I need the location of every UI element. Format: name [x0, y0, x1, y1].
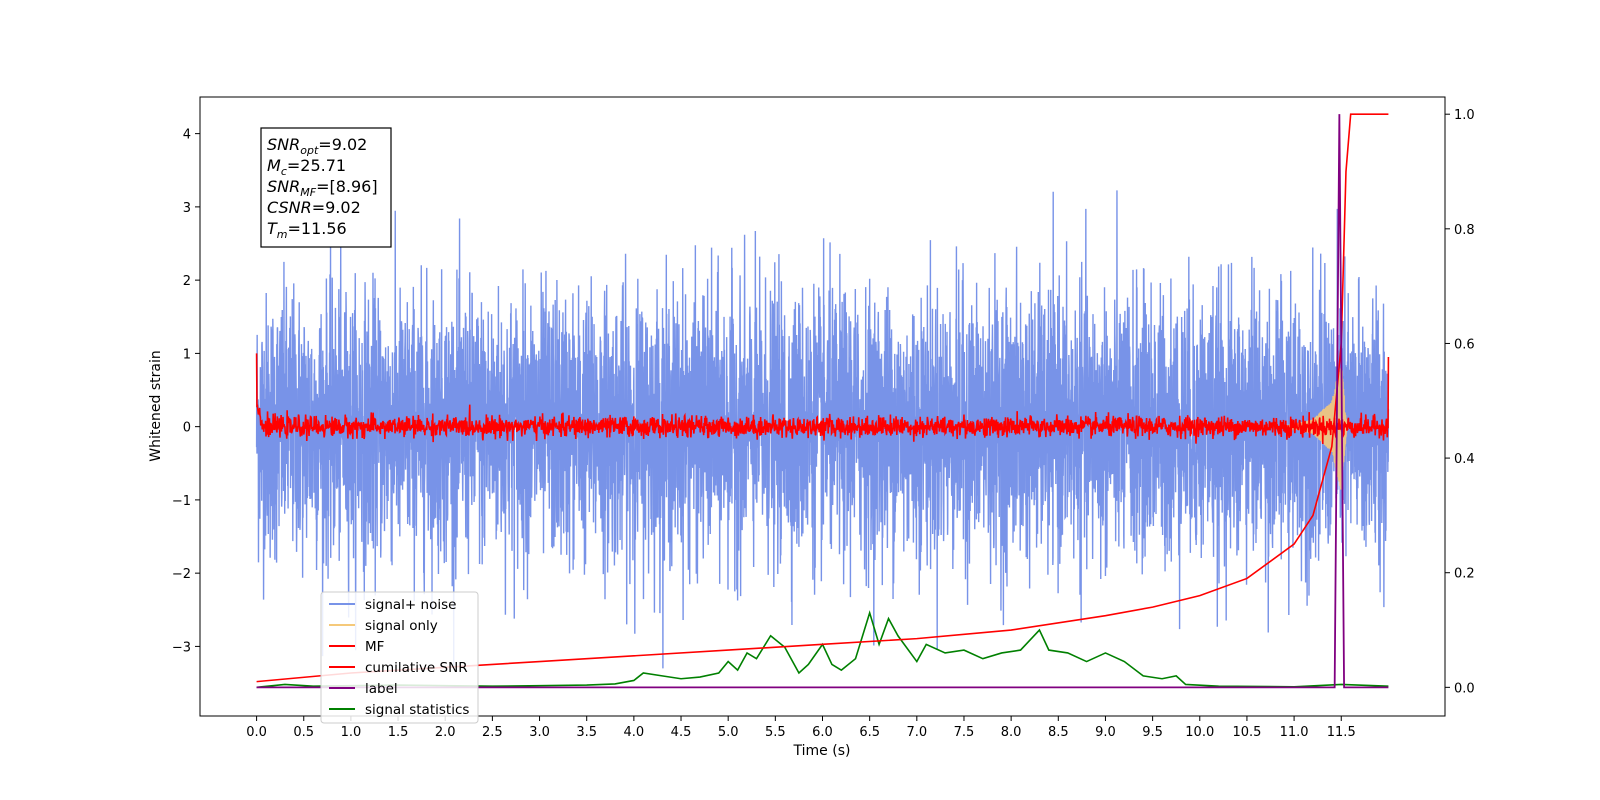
y2-tick-label: 0.0: [1454, 681, 1475, 696]
x-tick-label: 7.5: [954, 725, 975, 740]
y2-tick-label: 0.6: [1454, 337, 1475, 352]
legend: signal+ noise signal only MF cumilative SNR…: [320, 591, 479, 724]
x-tick-label: 3.5: [576, 725, 597, 740]
series-signal-noise-line: [255, 190, 1390, 669]
y-tick-label: −1: [172, 494, 191, 509]
y-tick-label: −2: [172, 567, 191, 582]
x-tick-label: 9.5: [1142, 725, 1163, 740]
series-signal-statistics-line: [256, 610, 1389, 689]
series-label-line: [256, 114, 1389, 689]
y-tick-label: 4: [183, 128, 191, 143]
series-mf-line: [255, 353, 1390, 445]
x-tick-label: 6.0: [812, 725, 833, 740]
legend-label: signal statistics: [365, 702, 469, 718]
x-tick-label: 5.0: [718, 725, 739, 740]
series-cumulative-snr-line: [256, 113, 1389, 683]
x-tick-label: 9.0: [1095, 725, 1116, 740]
x-tick-label: 10.0: [1185, 725, 1214, 740]
y2-tick-label: 0.8: [1454, 223, 1475, 238]
x-axis-label: Time (s): [793, 743, 851, 759]
x-tick-label: 11.5: [1327, 725, 1356, 740]
legend-box: [320, 591, 479, 724]
stats-annotation-box: SNRopt=9.02Mc=25.71SNRMF=[8.96]CSNR=9.02…: [260, 127, 392, 248]
y2-tick-label: 0.4: [1454, 452, 1475, 467]
x-tick-label: 11.0: [1280, 725, 1309, 740]
annotation-line: Mc=25.71: [267, 156, 346, 178]
x-tick-label: 7.0: [906, 725, 927, 740]
x-tick-label: 2.5: [482, 725, 503, 740]
y-tick-label: 0: [183, 421, 191, 436]
axis-ticks: 0.0 0.5 1.0 1.5 2.0 2.5 3.0 3.5 4.0 4.5 5.0 5.5 6.0 6…: [172, 108, 1475, 740]
annotation-line: SNRopt=9.02: [267, 135, 367, 157]
x-tick-label: 10.5: [1232, 725, 1261, 740]
x-tick-label: 6.5: [859, 725, 880, 740]
x-tick-label: 2.0: [435, 725, 456, 740]
legend-label: signal+ noise: [365, 597, 456, 613]
y-tick-label: −3: [172, 640, 191, 655]
y2-tick-label: 0.2: [1454, 567, 1475, 582]
x-tick-label: 0.0: [246, 725, 267, 740]
x-tick-label: 4.0: [624, 725, 645, 740]
x-tick-label: 8.5: [1048, 725, 1069, 740]
x-tick-label: 1.0: [341, 725, 362, 740]
y-tick-label: 2: [183, 274, 191, 289]
y-axis-label: Whitened strain: [148, 350, 164, 461]
legend-label: cumilative SNR: [365, 660, 468, 676]
legend-label: signal only: [365, 618, 438, 634]
annotation-line: CSNR=9.02: [267, 198, 361, 217]
y-tick-label: 1: [183, 347, 191, 362]
annotation-line: Tm=11.56: [267, 219, 347, 241]
legend-label: MF: [365, 639, 384, 655]
x-tick-label: 5.5: [765, 725, 786, 740]
x-tick-label: 8.0: [1001, 725, 1022, 740]
annotation-box: [260, 127, 392, 248]
y2-tick-label: 1.0: [1454, 108, 1475, 123]
annotation-line: SNRMF=[8.96]: [267, 177, 378, 199]
plot-content: [255, 113, 1390, 689]
x-tick-label: 3.0: [529, 725, 550, 740]
x-tick-label: 0.5: [293, 725, 314, 740]
y-tick-label: 3: [183, 201, 191, 216]
x-tick-label: 4.5: [671, 725, 692, 740]
x-tick-label: 1.5: [388, 725, 409, 740]
legend-label: label: [365, 681, 398, 697]
